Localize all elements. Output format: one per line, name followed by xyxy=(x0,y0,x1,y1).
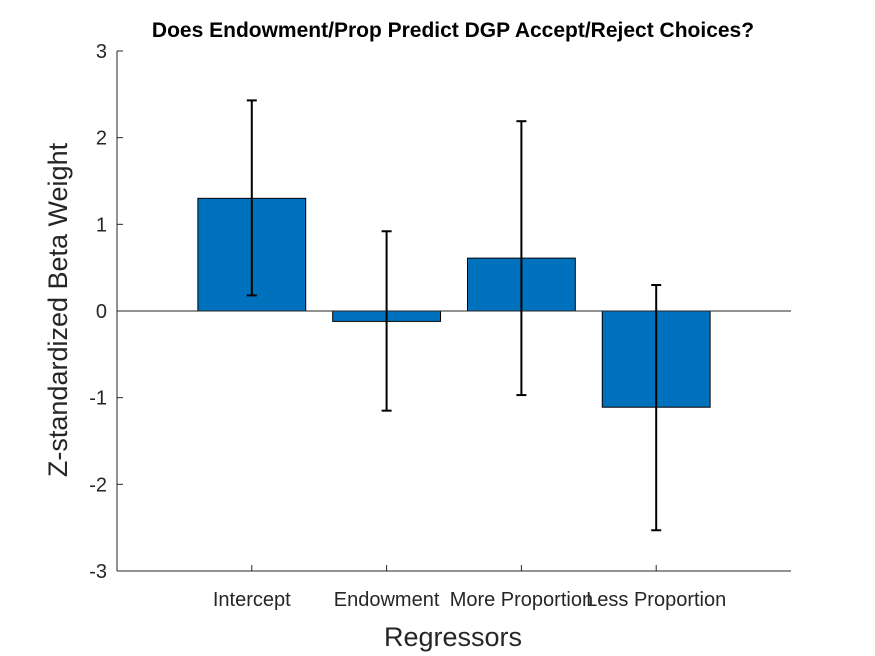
x-axis-label: Regressors xyxy=(384,622,522,652)
y-axis-label: Z-standardized Beta Weight xyxy=(43,142,73,477)
y-tick-label: 2 xyxy=(96,128,107,150)
chart-title: Does Endowment/Prop Predict DGP Accept/R… xyxy=(152,19,754,42)
y-tick-label: 3 xyxy=(96,41,107,63)
plot-area: -3 -2 -1 0 1 2 3 Intercept Endowment More Proport… xyxy=(89,41,791,611)
x-tick-label: Intercept xyxy=(213,589,291,611)
y-tick-label: -2 xyxy=(89,474,107,496)
x-tick-label: Less Proportion xyxy=(586,589,726,611)
y-tick-label: -1 xyxy=(89,388,107,410)
y-tick-label: 1 xyxy=(96,214,107,236)
y-tick-label: -3 xyxy=(89,561,107,583)
x-tick-label: More Proportion xyxy=(450,589,593,611)
y-tick-label: 0 xyxy=(96,301,107,323)
x-tick-label: Endowment xyxy=(334,589,440,611)
